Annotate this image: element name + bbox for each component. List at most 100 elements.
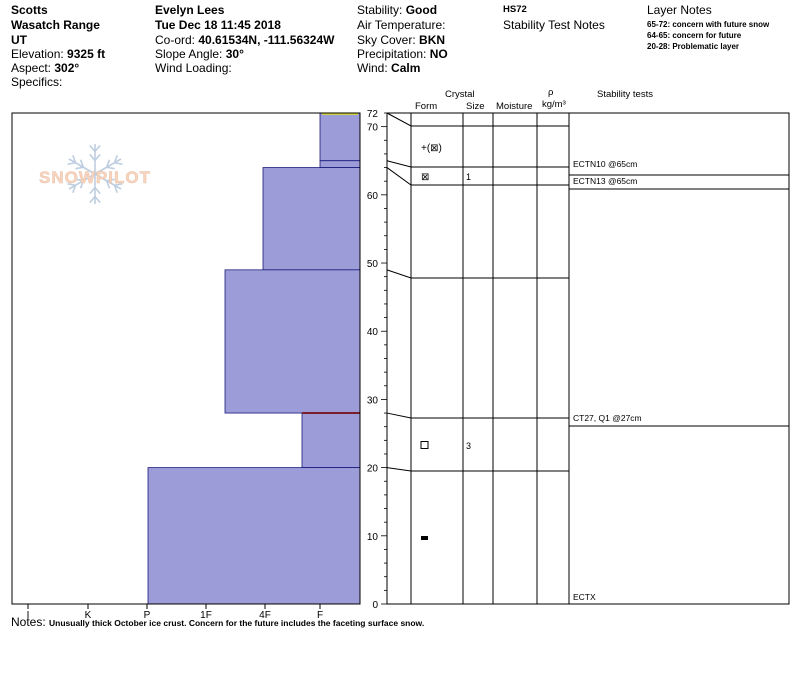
snowflake-branch [75, 166, 84, 170]
hardness-tick-label: F [317, 610, 323, 621]
snowflake-branch [67, 183, 76, 187]
snowflake-branch [105, 159, 111, 168]
snowflake-branch [114, 183, 123, 187]
depth-tick-label: 70 [367, 123, 379, 134]
wind-label: Wind: [357, 61, 388, 75]
coord-value: 40.61534N, -111.56324W [198, 33, 335, 47]
slope-value: 30° [225, 47, 244, 61]
density-symbol: ρ [548, 87, 554, 98]
snowflake-branch [113, 154, 118, 164]
stability-tests-header: Stability tests [597, 89, 653, 100]
hardness-tick-label: K [85, 610, 92, 621]
sky-row: Sky Cover: BKN [357, 33, 445, 47]
stability-value: Good [405, 3, 438, 17]
hardness-axis: I K P 1F 4F F [27, 604, 323, 621]
coord-label: Co-ord: [155, 33, 196, 47]
snowflake-branch [94, 153, 101, 162]
density-unit: kg/m³ [542, 99, 566, 110]
hardness-bar [147, 467, 361, 605]
snowflake-branch [89, 195, 96, 204]
state-name: UT [11, 33, 27, 47]
precip-value: NO [429, 47, 448, 61]
snowflake-branch [106, 166, 115, 170]
hardness-bar [301, 412, 361, 469]
stability-test-label: ECTN13 @65cm [573, 176, 637, 186]
crystal-solid-mark [421, 536, 428, 540]
snowflake-arm [68, 173, 96, 190]
elevation-value: 9325 ft [67, 47, 106, 61]
stability-test-label: ECTX [573, 592, 596, 602]
snowflake-arm [68, 158, 96, 175]
table-border [386, 112, 790, 605]
wind-value: Calm [391, 61, 421, 75]
snowflake-branch [106, 178, 115, 182]
hardness-bars [147, 112, 361, 605]
snowflake-icon [67, 144, 123, 204]
layer-boundary [386, 160, 569, 168]
snowflake-branch [113, 184, 118, 194]
snowflake-branch [94, 144, 101, 153]
air-temp-label: Air Temperature: [357, 18, 446, 32]
snowflake-branch [89, 144, 96, 153]
aspect-row: Aspect: 302° [11, 61, 79, 75]
layer-boundary [386, 269, 569, 279]
slope-row: Slope Angle: 30° [155, 47, 244, 61]
depth-tick-label: 72 [367, 109, 379, 120]
depth-tick-label: 40 [367, 327, 379, 338]
snowflake-branch [79, 180, 85, 189]
notes-text: Unusually thick October ice crust. Conce… [49, 618, 425, 628]
observation-datetime: Tue Dec 18 11:45 2018 [155, 18, 281, 32]
snowflake-branch [94, 186, 101, 195]
layer-notes-title: Layer Notes [647, 3, 712, 17]
size-header: Size [466, 101, 485, 112]
notes-row: Notes: Unusually thick October ice crust… [11, 615, 424, 630]
hardness-tick-label: 1F [200, 610, 212, 621]
snowflake-branch [79, 159, 85, 168]
depth-tick-label: 0 [372, 600, 378, 611]
crystal-header: Crystal [445, 89, 475, 100]
hardness-bar [319, 160, 361, 168]
crystal-form: ⊠ [421, 172, 429, 183]
chart-frame [11, 112, 361, 605]
sky-value: BKN [419, 33, 446, 47]
crystal-form: +(⊠) [421, 143, 442, 154]
snow-height: HS72 [503, 4, 527, 15]
aspect-value: 302° [54, 61, 80, 75]
snowflake-branch [89, 186, 96, 195]
stability-test-label: CT27, Q1 @27cm [573, 413, 642, 423]
depth-tick-label: 60 [367, 191, 379, 202]
hardness-tick-label: I [27, 610, 30, 621]
crystal-column: +(⊠) ⊠ 1 3 [420, 143, 471, 540]
depth-tick-label: 20 [367, 464, 379, 475]
sky-label: Sky Cover: [357, 33, 416, 47]
specifics-label: Specifics: [11, 75, 63, 89]
crystal-size: 1 [466, 172, 471, 182]
hardness-tick-label: P [144, 610, 151, 621]
form-header: Form [415, 101, 438, 112]
snowflake-branch [89, 153, 96, 162]
chart-border [11, 112, 361, 605]
hardness-bar [262, 167, 361, 271]
layer-table [386, 112, 790, 605]
watermark-text: SNOWPILOT [39, 168, 151, 187]
snowflake-branch [72, 184, 77, 194]
moisture-header: Moisture [496, 101, 533, 112]
stability-label: Stability: [357, 3, 403, 17]
snowflake-branch [114, 161, 123, 165]
coord-row: Co-ord: 40.61534N, -111.56324W [155, 33, 334, 47]
slope-label: Slope Angle: [155, 47, 223, 61]
stability-row: Stability: Good [357, 3, 437, 17]
crystal-square-mark [420, 441, 429, 449]
elevation-row: Elevation: 9325 ft [11, 47, 105, 61]
layer-boundary [386, 412, 569, 419]
observer-name: Evelyn Lees [155, 3, 225, 17]
snowflake-branch [67, 161, 76, 165]
stability-test-label: ECTN10 @65cm [573, 159, 637, 169]
snowflake-branch [94, 195, 101, 204]
elevation-label: Elevation: [11, 47, 64, 61]
snowflake-branch [72, 154, 77, 164]
wind-loading-label: Wind Loading: [155, 61, 232, 75]
wind-row: Wind: Calm [357, 61, 420, 75]
area-name: Wasatch Range [11, 18, 100, 32]
